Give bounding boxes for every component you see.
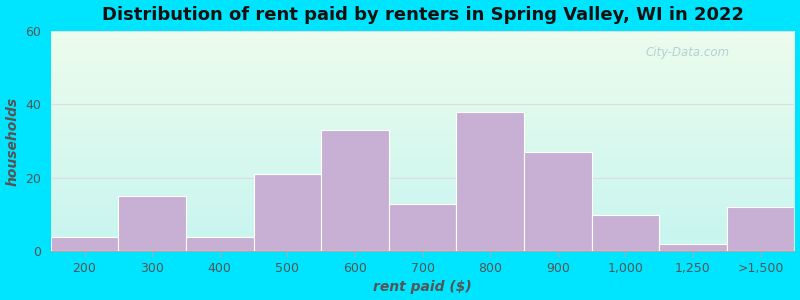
X-axis label: rent paid ($): rent paid ($) bbox=[374, 280, 472, 294]
Text: City-Data.com: City-Data.com bbox=[646, 46, 730, 59]
Bar bbox=[186, 237, 254, 251]
Bar bbox=[254, 174, 321, 251]
Bar bbox=[389, 204, 456, 251]
Y-axis label: households: households bbox=[6, 97, 19, 186]
Bar bbox=[659, 244, 727, 251]
Bar bbox=[524, 152, 592, 251]
Bar bbox=[50, 237, 118, 251]
Bar bbox=[592, 215, 659, 251]
Title: Distribution of rent paid by renters in Spring Valley, WI in 2022: Distribution of rent paid by renters in … bbox=[102, 6, 743, 24]
Bar bbox=[118, 196, 186, 251]
Bar bbox=[456, 112, 524, 251]
Bar bbox=[321, 130, 389, 251]
Bar bbox=[727, 207, 794, 251]
